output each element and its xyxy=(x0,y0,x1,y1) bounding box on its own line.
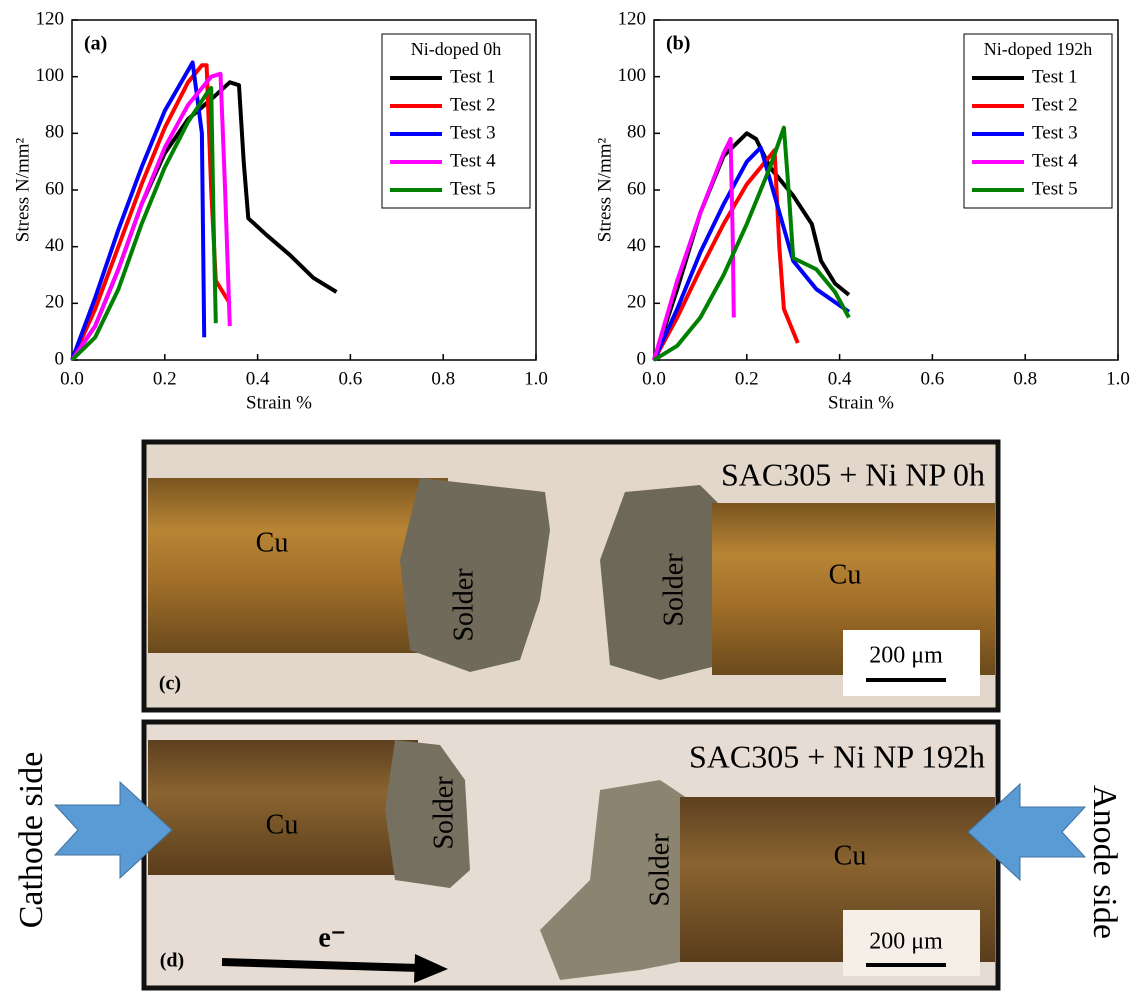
solder-label: Solder xyxy=(644,833,675,907)
photo-c: SAC305 + Ni NP 0h Cu Solder Solder Cu 20… xyxy=(144,442,998,710)
y-tick-label: 20 xyxy=(45,292,64,313)
y-tick-label: 80 xyxy=(45,122,64,143)
y-axis-label: Stress N/mm² xyxy=(594,138,615,243)
line-series xyxy=(654,128,849,360)
x-tick-label: 1.0 xyxy=(1106,368,1130,389)
legend-label: Test 3 xyxy=(450,122,496,143)
x-tick-label: 0.6 xyxy=(339,368,363,389)
y-tick-label: 60 xyxy=(45,178,64,199)
solder-label: Solder xyxy=(448,568,479,642)
x-tick-label: 1.0 xyxy=(524,368,548,389)
cu-label: Cu xyxy=(834,840,867,871)
legend-label: Test 4 xyxy=(450,150,496,171)
y-tick-label: 100 xyxy=(36,65,65,86)
line-series xyxy=(72,88,216,360)
x-tick-label: 0.4 xyxy=(246,368,270,389)
legend-label: Test 5 xyxy=(1032,178,1078,199)
y-tick-label: 0 xyxy=(637,348,647,369)
scale-bar-label: 200 μm xyxy=(869,643,943,669)
line-series xyxy=(654,133,849,360)
cu-label: Cu xyxy=(256,527,289,558)
x-tick-label: 0.0 xyxy=(642,368,666,389)
y-tick-label: 20 xyxy=(627,292,646,313)
legend-label: Test 5 xyxy=(450,178,496,199)
line-series xyxy=(72,65,230,360)
line-series xyxy=(654,150,798,360)
legend-label: Test 4 xyxy=(1032,150,1078,171)
y-tick-label: 120 xyxy=(618,8,647,29)
y-tick-label: 40 xyxy=(45,235,64,256)
electron-label: e⁻ xyxy=(318,922,345,953)
y-tick-label: 40 xyxy=(627,235,646,256)
photo-title: SAC305 + Ni NP 192h xyxy=(689,738,985,774)
x-tick-label: 0.6 xyxy=(921,368,945,389)
y-tick-label: 120 xyxy=(36,8,65,29)
legend-label: Test 3 xyxy=(1032,122,1078,143)
x-tick-label: 0.4 xyxy=(828,368,852,389)
y-tick-label: 0 xyxy=(55,348,65,369)
x-axis-label: Strain % xyxy=(246,392,312,413)
legend-label: Test 1 xyxy=(450,66,496,87)
x-axis-label: Strain % xyxy=(828,392,894,413)
panel-label: (a) xyxy=(84,33,107,55)
panel-label: (c) xyxy=(159,673,181,695)
x-tick-label: 0.2 xyxy=(153,368,177,389)
panel-label: (b) xyxy=(666,33,690,55)
x-tick-label: 0.8 xyxy=(1013,368,1037,389)
legend-title: Ni-doped 192h xyxy=(984,39,1092,59)
cu-label: Cu xyxy=(266,809,299,840)
photo-d: SAC305 + Ni NP 192h Cu Solder Solder Cu … xyxy=(144,722,998,988)
figure: SAC305 + Ni NP 0h Cu Solder Solder Cu 20… xyxy=(0,0,1137,992)
scale-bar-label: 200 μm xyxy=(869,929,943,955)
legend-title: Ni-doped 0h xyxy=(411,39,501,59)
x-tick-label: 0.8 xyxy=(431,368,455,389)
legend-label: Test 2 xyxy=(450,94,496,115)
chart: 0.0 0.2 0.4 0.6 0.8 1.0 0 20 40 60 80 100 120 Strain … xyxy=(12,8,548,413)
y-tick-label: 60 xyxy=(627,178,646,199)
y-tick-label: 80 xyxy=(627,122,646,143)
solder-label: Solder xyxy=(658,553,689,627)
legend-label: Test 1 xyxy=(1032,66,1078,87)
y-tick-label: 100 xyxy=(618,65,647,86)
panel-label: (d) xyxy=(160,950,184,972)
cu-label: Cu xyxy=(829,559,862,590)
legend-label: Test 2 xyxy=(1032,94,1078,115)
chart: 0.0 0.2 0.4 0.6 0.8 1.0 0 20 40 60 80 100 120 Strain … xyxy=(594,8,1130,413)
x-tick-label: 0.2 xyxy=(735,368,759,389)
cathode-label: Cathode side xyxy=(13,752,50,929)
left-wire xyxy=(148,740,418,875)
y-axis-label: Stress N/mm² xyxy=(12,138,33,243)
solder-label: Solder xyxy=(428,776,459,850)
x-tick-label: 0.0 xyxy=(60,368,84,389)
photo-title: SAC305 + Ni NP 0h xyxy=(721,456,985,492)
line-series xyxy=(72,74,230,360)
anode-label: Anode side xyxy=(1086,785,1123,939)
